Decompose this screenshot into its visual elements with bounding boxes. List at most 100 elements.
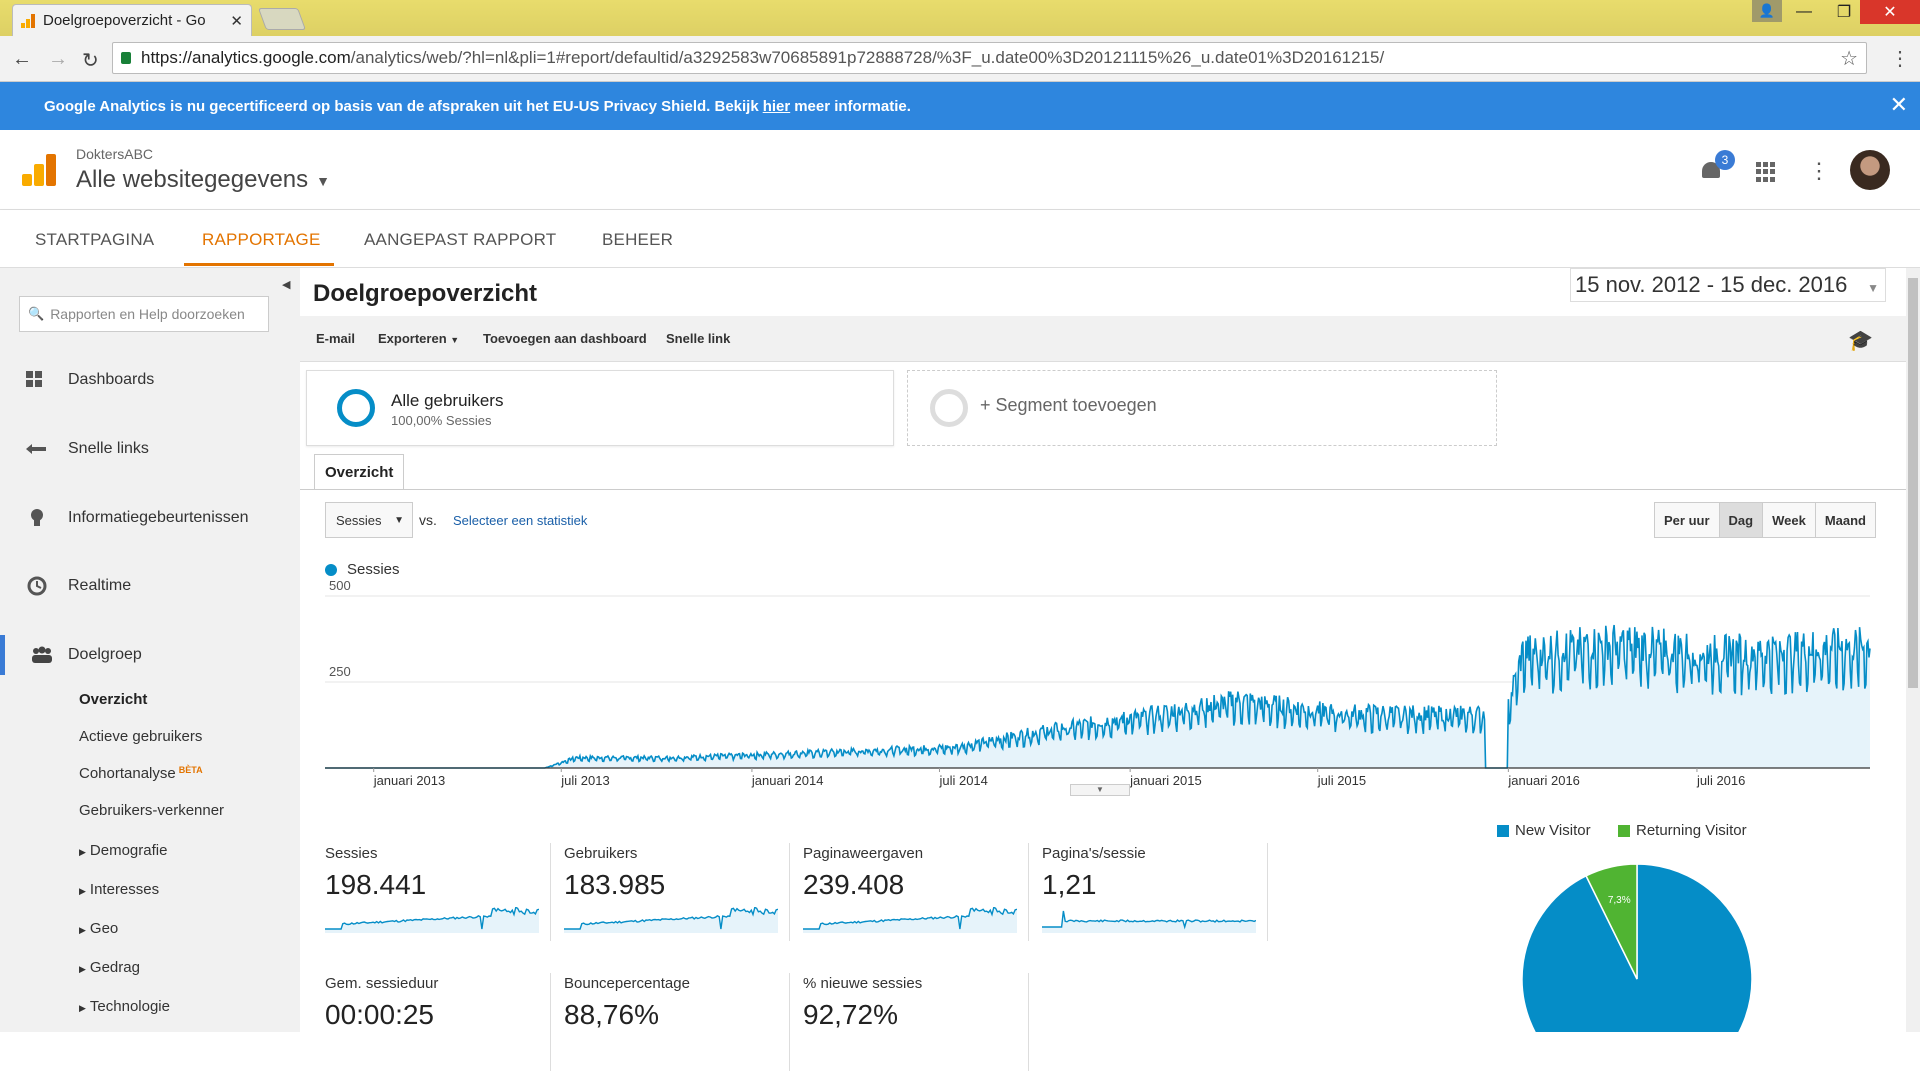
granularity-toggle: Per uur Dag Week Maand bbox=[1654, 502, 1876, 538]
cohort-label: Cohortanalyse bbox=[79, 765, 176, 782]
scorecard-sessies[interactable]: Sessies 198.441 bbox=[325, 845, 563, 955]
granularity-day-button[interactable]: Dag bbox=[1719, 503, 1764, 537]
restore-icon[interactable]: ❐ bbox=[1836, 4, 1852, 21]
tab-beheer[interactable]: BEHEER bbox=[602, 230, 674, 249]
browser-menu-icon[interactable]: ⋮ bbox=[1890, 48, 1910, 70]
tab-startpagina[interactable]: STARTPAGINA bbox=[35, 230, 155, 249]
granularity-hour-button[interactable]: Per uur bbox=[1655, 503, 1720, 537]
scorecard-label: Pagina's/sessie bbox=[1042, 845, 1146, 862]
email-button[interactable]: E-mail bbox=[316, 331, 356, 346]
export-button[interactable]: Exporteren ▼ bbox=[378, 331, 459, 346]
graduation-cap-icon[interactable]: 🎓 bbox=[1848, 330, 1873, 352]
divider bbox=[550, 843, 551, 941]
sidebar-sub-overzicht[interactable]: Overzicht bbox=[79, 691, 148, 708]
banner-close-icon[interactable]: ✕ bbox=[1889, 92, 1908, 117]
granularity-month-button[interactable]: Maand bbox=[1815, 503, 1875, 537]
segment-ring-icon bbox=[930, 389, 968, 427]
divider bbox=[789, 973, 790, 1071]
property-name: Alle websitegegevens bbox=[76, 166, 309, 193]
sidebar-sub-demografie[interactable]: ▶ Demografie bbox=[79, 842, 167, 859]
search-input[interactable]: 🔍 Rapporten en Help doorzoeken bbox=[19, 296, 269, 332]
scorecard-gebruikers[interactable]: Gebruikers 183.985 bbox=[564, 845, 802, 955]
collapse-sidebar-icon[interactable]: ◀ bbox=[282, 279, 291, 291]
scorecard-nieuwe-sessies[interactable]: % nieuwe sessies 92,72% bbox=[803, 975, 1041, 1085]
sidebar: 🔍 Rapporten en Help doorzoeken Dashboard… bbox=[0, 268, 300, 1032]
interesses-label: Interesses bbox=[89, 881, 160, 898]
pie-slice-returning-visitor[interactable] bbox=[1585, 863, 1638, 980]
avatar[interactable] bbox=[1850, 150, 1890, 190]
x-tick-label: juli 2016 bbox=[1696, 773, 1745, 788]
scrollbar[interactable] bbox=[1906, 268, 1920, 1032]
segment-ring-icon bbox=[337, 389, 375, 427]
lightbulb-icon bbox=[31, 509, 43, 526]
scorecard-gem-sessieduur[interactable]: Gem. sessieduur 00:00:25 bbox=[325, 975, 563, 1085]
technologie-label: Technologie bbox=[89, 998, 170, 1015]
bell-icon[interactable] bbox=[1700, 158, 1722, 182]
sparkline-line bbox=[1042, 910, 1256, 930]
close-window-icon[interactable]: ✕ bbox=[1860, 0, 1920, 24]
series-area bbox=[325, 625, 1870, 768]
more-options-icon[interactable]: ⋮ bbox=[1808, 158, 1830, 183]
quick-link-button[interactable]: Snelle link bbox=[666, 331, 731, 346]
scorecard-value: 1,21 bbox=[1042, 869, 1097, 900]
scorecard-bouncepercentage[interactable]: Bouncepercentage 88,76% bbox=[564, 975, 802, 1085]
tab-overzicht[interactable]: Overzicht bbox=[314, 454, 405, 490]
minimize-icon[interactable]: — bbox=[1796, 3, 1812, 20]
visitor-pie-chart: 7,3% bbox=[1521, 863, 1753, 1032]
sidebar-sub-gedrag[interactable]: ▶ Gedrag bbox=[79, 959, 140, 976]
banner-link[interactable]: hier bbox=[762, 97, 791, 115]
sparkline bbox=[325, 907, 539, 933]
segment-name: Alle gebruikers bbox=[391, 391, 504, 410]
sidebar-sub-cohortanalyse[interactable]: Cohortanalyse BÈTA bbox=[79, 765, 203, 782]
profile-icon[interactable]: 👤 bbox=[1752, 0, 1782, 22]
scorecard-value: 92,72% bbox=[803, 999, 898, 1030]
date-range-picker[interactable]: 15 nov. 2012 - 15 dec. 2016 ▼ bbox=[1570, 268, 1886, 302]
apps-grid-icon[interactable] bbox=[1756, 162, 1776, 182]
sidebar-sub-gebruikers-verkenner[interactable]: Gebruikers-verkenner bbox=[79, 802, 225, 819]
select-statistic-link[interactable]: Selecteer een statistiek bbox=[453, 513, 588, 528]
sidebar-item-dashboards[interactable]: Dashboards bbox=[0, 360, 300, 400]
url-field[interactable]: https://analytics.google.com /analytics/… bbox=[112, 42, 1867, 74]
page-title: Doelgroepoverzicht bbox=[313, 280, 538, 307]
tab-close-icon[interactable]: ✕ bbox=[230, 12, 243, 30]
legend-swatch bbox=[1497, 824, 1509, 837]
scrollbar-thumb[interactable] bbox=[1908, 278, 1918, 688]
scorecard-paginaweergaven[interactable]: Paginaweergaven 239.408 bbox=[803, 845, 1041, 955]
back-icon[interactable]: ← bbox=[12, 48, 32, 70]
pie-legend-new[interactable]: New Visitor bbox=[1497, 822, 1591, 839]
sidebar-item-informatiegebeurtenissen[interactable]: Informatiegebeurtenissen bbox=[0, 498, 300, 538]
property-selector[interactable]: Alle websitegegevens ▼ bbox=[76, 166, 330, 194]
chevron-down-icon: ▼ bbox=[394, 515, 404, 526]
sidebar-sub-interesses[interactable]: ▶ Interesses bbox=[79, 881, 159, 898]
x-tick-label: januari 2015 bbox=[1129, 773, 1202, 788]
sidebar-item-realtime[interactable]: Realtime bbox=[0, 566, 300, 606]
segment-card[interactable]: Alle gebruikers 100,00% Sessies bbox=[306, 370, 894, 446]
analytics-header: DoktersABC Alle websitegegevens ▼ 3 ⋮ bbox=[0, 130, 1920, 210]
new-tab-button[interactable] bbox=[257, 8, 307, 30]
reload-icon[interactable]: ↻ bbox=[82, 50, 99, 72]
tab-rapportage[interactable]: RAPPORTAGE bbox=[202, 230, 321, 249]
sidebar-item-snelle-links[interactable]: Snelle links bbox=[0, 429, 300, 469]
analytics-logo-icon[interactable] bbox=[22, 154, 56, 186]
x-tick-label: januari 2016 bbox=[1507, 773, 1580, 788]
metric-select[interactable]: Sessies ▼ bbox=[325, 502, 413, 538]
sparkline bbox=[1042, 910, 1256, 933]
bookmark-star-icon[interactable]: ☆ bbox=[1840, 48, 1858, 70]
add-segment-button[interactable]: + Segment toevoegen bbox=[907, 370, 1497, 446]
sidebar-sub-actieve-gebruikers[interactable]: Actieve gebruikers bbox=[79, 728, 203, 745]
tab-aangepast-rapport[interactable]: AANGEPAST RAPPORT bbox=[364, 230, 557, 249]
forward-icon[interactable]: → bbox=[48, 48, 68, 70]
sidebar-sub-technologie[interactable]: ▶ Technologie bbox=[79, 998, 170, 1015]
add-to-dashboard-button[interactable]: Toevoegen aan dashboard bbox=[483, 331, 647, 346]
sidebar-item-doelgroep[interactable]: Doelgroep bbox=[0, 635, 300, 675]
account-name: DoktersABC bbox=[76, 146, 154, 162]
chart-resize-handle[interactable]: ▼ bbox=[1070, 784, 1130, 796]
search-placeholder: Rapporten en Help doorzoeken bbox=[50, 306, 245, 322]
main-nav: STARTPAGINA RAPPORTAGE AANGEPAST RAPPORT… bbox=[0, 210, 1920, 268]
granularity-week-button[interactable]: Week bbox=[1763, 503, 1816, 537]
sidebar-sub-geo[interactable]: ▶ Geo bbox=[79, 920, 118, 937]
scorecard-paginas-per-sessie[interactable]: Pagina's/sessie 1,21 bbox=[1042, 845, 1280, 955]
browser-tab[interactable]: Doelgroepoverzicht - Go ✕ bbox=[12, 4, 252, 36]
pie-legend-returning[interactable]: Returning Visitor bbox=[1618, 822, 1747, 839]
expand-triangle-icon: ▶ bbox=[79, 1003, 86, 1013]
